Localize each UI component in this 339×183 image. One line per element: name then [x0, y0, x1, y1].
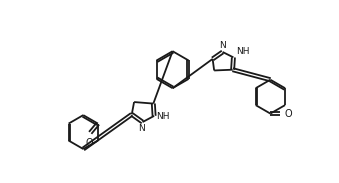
Text: O: O: [86, 138, 93, 148]
Text: NH: NH: [156, 112, 170, 121]
Text: O: O: [284, 109, 292, 119]
Text: N: N: [138, 124, 145, 133]
Text: NH: NH: [236, 47, 249, 56]
Text: N: N: [219, 41, 226, 50]
